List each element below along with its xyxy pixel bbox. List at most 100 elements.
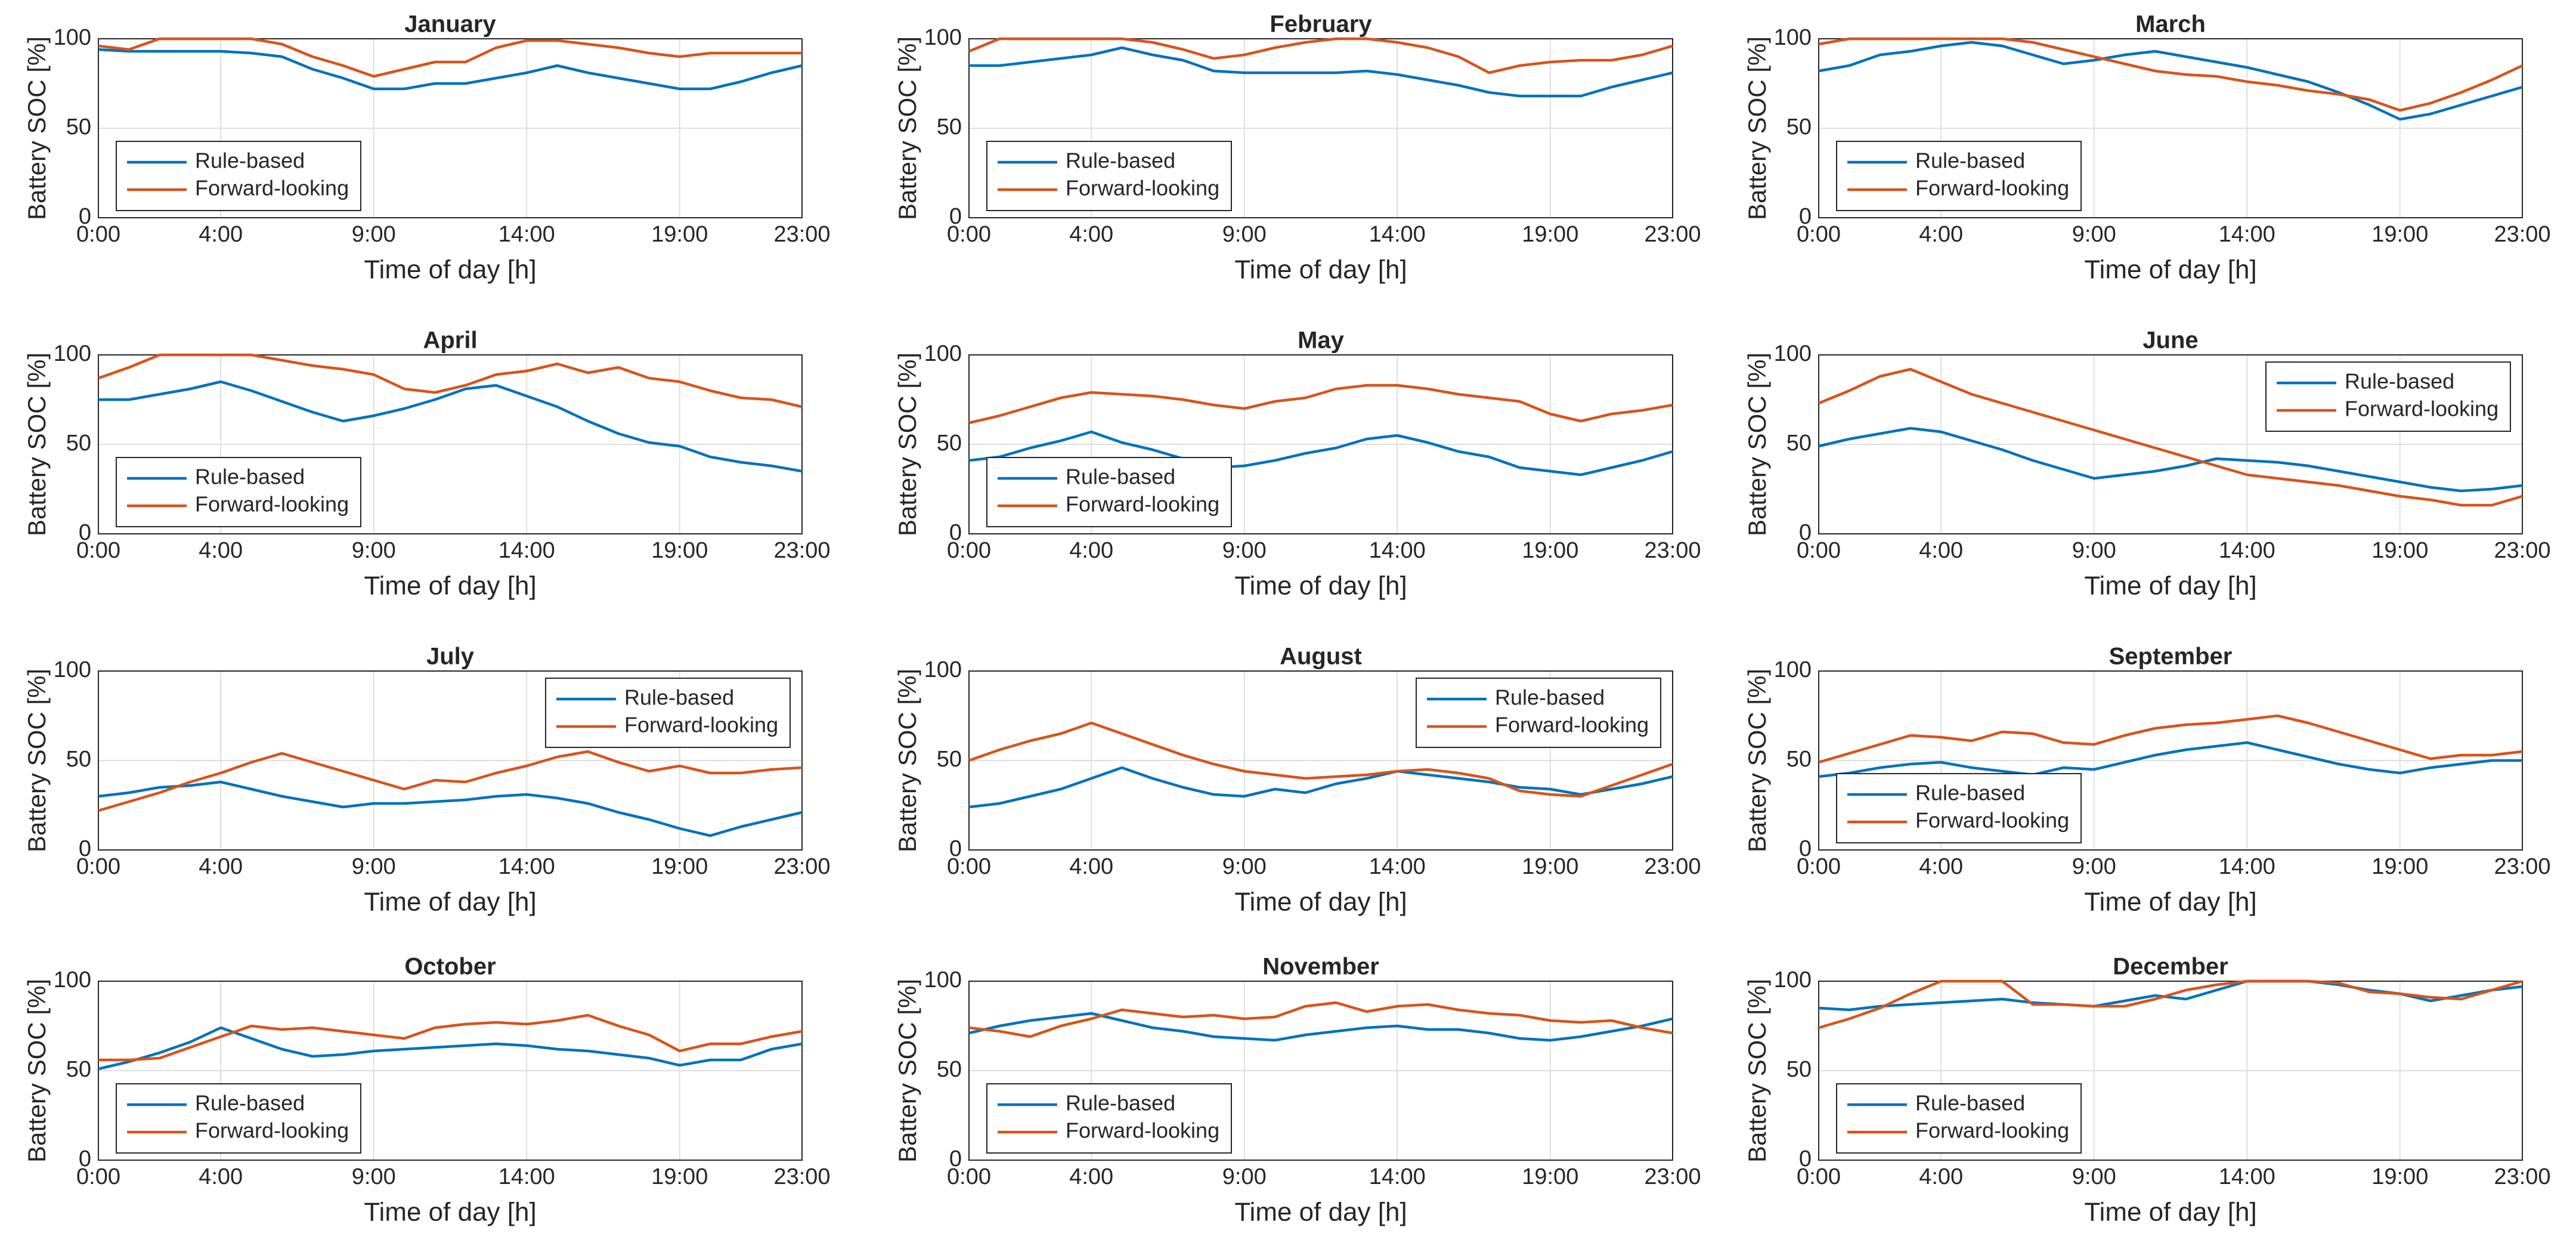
legend-label: Forward-looking [195, 176, 349, 200]
y-tick-label: 50 [66, 115, 91, 140]
series-line [1818, 741, 2522, 778]
series-line [968, 1001, 1673, 1038]
x-tick-label: 0:00 [76, 854, 120, 879]
x-tick-label: 14:00 [499, 1164, 555, 1189]
x-tick-label: 19:00 [1522, 222, 1578, 247]
x-tick-label: 0:00 [1797, 854, 1841, 879]
legend-label: Forward-looking [1066, 176, 1219, 200]
y-axis-label: Battery SOC [%] [23, 36, 51, 220]
x-tick-label: 23:00 [2494, 538, 2550, 563]
chart-title: March [2135, 11, 2206, 38]
x-tick-label: 19:00 [651, 222, 708, 247]
y-tick-label: 50 [937, 431, 962, 456]
series-line [968, 430, 1673, 477]
series-line [968, 37, 1673, 75]
y-tick-label: 50 [1787, 747, 1812, 772]
x-tick-label: 9:00 [2072, 222, 2116, 247]
subplot: 0 50 100 0:00 4:00 9:00 14:00 19:00 23:00 Novembe… [893, 954, 1701, 1227]
legend-label: Forward-looking [1066, 1118, 1219, 1143]
legend-box [2265, 361, 2511, 432]
legend-box [986, 141, 1232, 211]
x-tick-label: 23:00 [1644, 1164, 1701, 1189]
x-axis-label: Time of day [h] [2084, 255, 2256, 285]
y-tick-label: 50 [937, 1057, 962, 1082]
y-tick-label: 0 [79, 204, 91, 229]
y-tick-label: 50 [937, 115, 962, 140]
x-tick-label: 23:00 [2494, 854, 2550, 879]
x-tick-label: 14:00 [2219, 222, 2275, 247]
x-tick-label: 14:00 [1369, 854, 1426, 879]
axes-box [968, 38, 1673, 218]
x-tick-label: 19:00 [1522, 854, 1578, 879]
series-line [98, 780, 803, 837]
legend-label: Forward-looking [624, 713, 778, 737]
series-line [98, 48, 803, 91]
y-axis-label: Battery SOC [%] [1743, 353, 1771, 536]
x-axis-label: Time of day [h] [1234, 888, 1407, 917]
legend-label: Rule-based [1915, 1091, 2025, 1115]
legend-box [986, 457, 1232, 527]
x-axis-label: Time of day [h] [2084, 1198, 2256, 1227]
y-tick-label: 0 [79, 836, 91, 861]
x-tick-label: 14:00 [2219, 538, 2275, 563]
y-tick-label: 0 [949, 204, 962, 229]
series-line [98, 1026, 803, 1071]
series-line [1818, 41, 2523, 121]
legend-label: Rule-based [624, 685, 734, 710]
y-tick-label: 0 [949, 836, 962, 861]
y-tick-label: 100 [924, 341, 962, 366]
x-axis-label: Time of day [h] [1234, 1198, 1407, 1227]
x-tick-label: 23:00 [773, 854, 830, 879]
x-tick-label: 9:00 [1222, 854, 1267, 879]
x-tick-label: 14:00 [1369, 538, 1426, 563]
series-line [1818, 714, 2523, 764]
x-tick-label: 4:00 [199, 854, 243, 879]
x-tick-label: 19:00 [2371, 538, 2428, 563]
y-tick-label: 50 [1787, 431, 1812, 456]
axes-box [968, 981, 1673, 1161]
y-tick-label: 0 [949, 1146, 962, 1171]
x-axis-label: Time of day [h] [2084, 571, 2256, 601]
y-axis-label: Battery SOC [%] [1743, 36, 1771, 220]
y-tick-label: 50 [1787, 115, 1812, 140]
x-tick-label: 14:00 [499, 538, 555, 563]
series-line [98, 37, 802, 78]
y-axis-label: Battery SOC [%] [893, 353, 921, 536]
series-line [968, 384, 1673, 425]
y-tick-label: 0 [1799, 520, 1812, 545]
x-tick-label: 19:00 [651, 1164, 708, 1189]
subplot: 0 50 100 0:00 4:00 9:00 14:00 19:00 23:00 May Time… [893, 327, 1701, 601]
x-tick-label: 0:00 [947, 538, 991, 563]
x-tick-label: 9:00 [352, 1164, 396, 1189]
x-tick-label: 0:00 [76, 538, 120, 563]
subplot: 0 50 100 0:00 4:00 9:00 14:00 19:00 23:00 July Tim… [23, 644, 830, 917]
x-tick-label: 23:00 [773, 1164, 830, 1189]
series-line [1818, 367, 2523, 507]
x-tick-label: 0:00 [947, 854, 991, 879]
x-tick-label: 4:00 [1069, 538, 1113, 563]
legend-label: Rule-based [1066, 149, 1175, 173]
x-tick-label: 14:00 [1369, 1164, 1426, 1189]
subplot: 0 50 100 0:00 4:00 9:00 14:00 19:00 23:00 Septemb… [1743, 644, 2550, 917]
y-tick-label: 100 [924, 657, 962, 682]
x-tick-label: 0:00 [1797, 1164, 1841, 1189]
y-tick-label: 0 [79, 1146, 91, 1171]
x-tick-label: 23:00 [2494, 1164, 2550, 1189]
legend-label: Forward-looking [2345, 397, 2498, 421]
x-tick-label: 14:00 [1369, 222, 1426, 247]
x-tick-label: 4:00 [199, 1164, 243, 1189]
x-tick-label: 9:00 [2072, 538, 2116, 563]
chart-title: October [404, 954, 496, 980]
y-tick-label: 100 [1774, 341, 1812, 366]
x-tick-label: 19:00 [1522, 1164, 1578, 1189]
series-line [1818, 37, 2523, 112]
x-tick-label: 0:00 [1797, 222, 1841, 247]
x-tick-label: 23:00 [1644, 854, 1701, 879]
series-line [98, 380, 803, 473]
x-tick-label: 9:00 [1222, 538, 1267, 563]
chart-title: December [2113, 954, 2228, 980]
legend-label: Rule-based [1915, 149, 2025, 173]
y-tick-label: 100 [54, 657, 91, 682]
x-axis-label: Time of day [h] [364, 255, 536, 285]
y-tick-label: 100 [1774, 657, 1812, 682]
